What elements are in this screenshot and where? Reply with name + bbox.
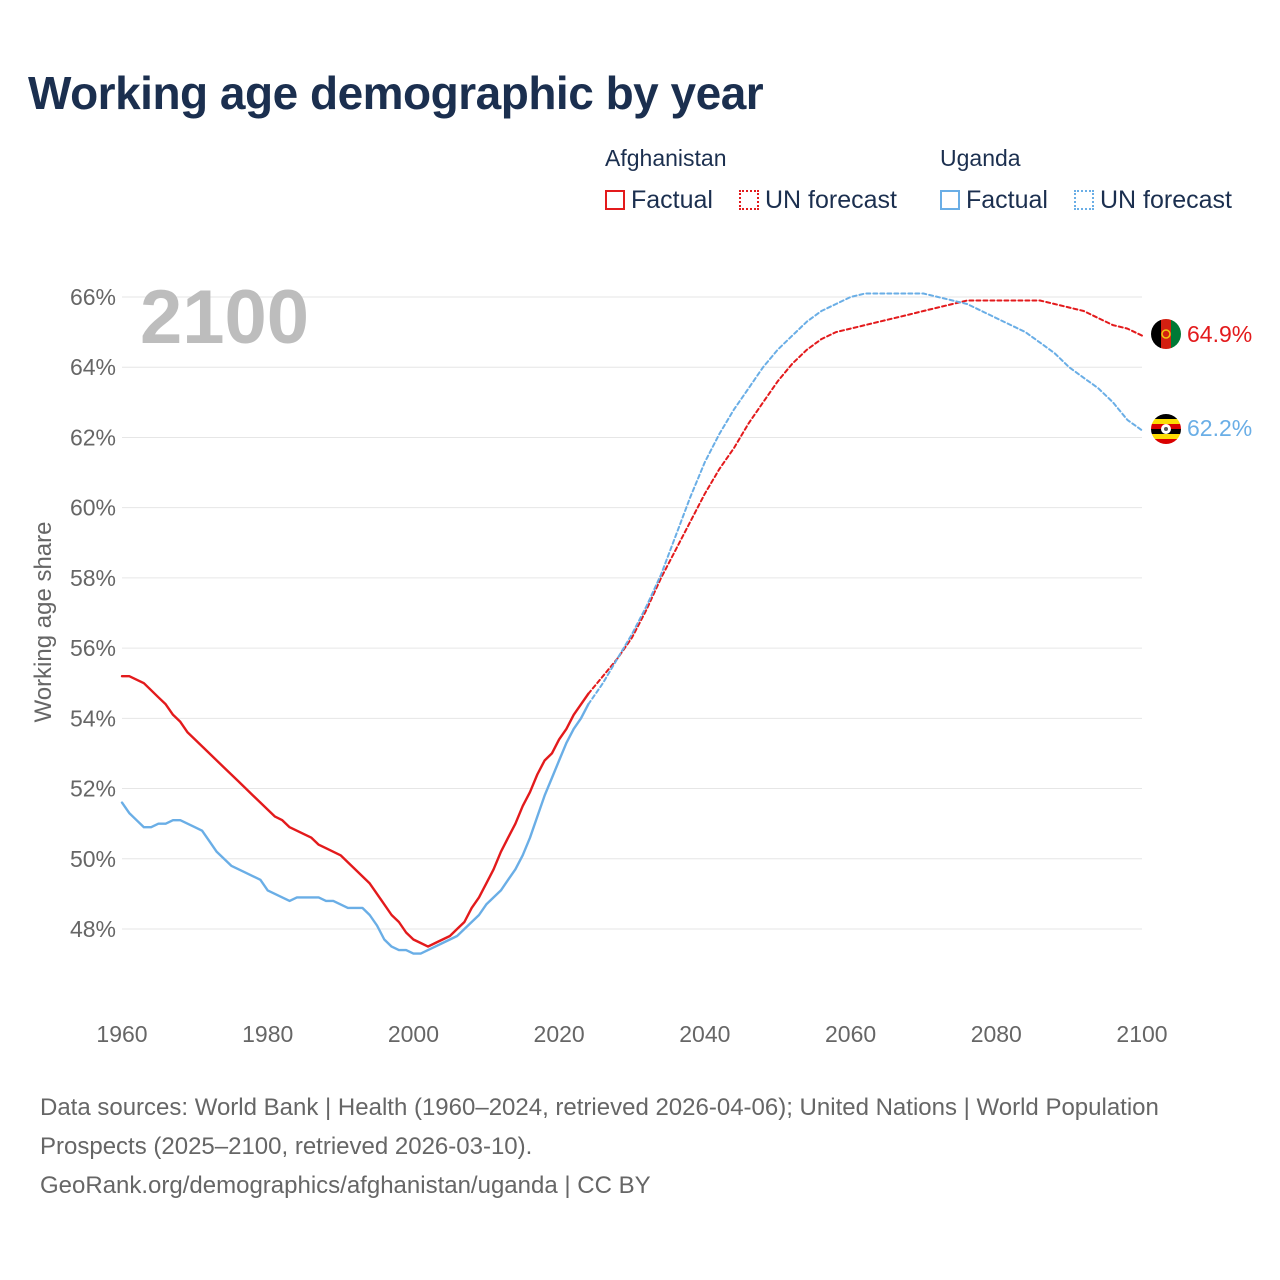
x-tick-label: 1960 (96, 1021, 147, 1047)
x-tick-label: 2100 (1116, 1021, 1167, 1047)
y-tick-label: 58% (70, 565, 116, 591)
x-tick-label: 2060 (825, 1021, 876, 1047)
legend-group-afghanistan: Afghanistan (605, 145, 727, 171)
legend-label: Factual (966, 185, 1048, 214)
afghanistan-factual-line[interactable] (120, 675, 590, 948)
uganda-forecast-line[interactable] (587, 292, 1143, 706)
y-tick-label: 56% (70, 635, 116, 661)
legend-swatch-dotted (1074, 190, 1094, 210)
x-tick-label: 2040 (679, 1021, 730, 1047)
year-watermark: 2100 (140, 275, 309, 360)
page-title: Working age demographic by year (28, 67, 764, 119)
legend-group-uganda: Uganda (940, 145, 1021, 171)
y-tick-label: 62% (70, 424, 116, 450)
y-tick-label: 50% (70, 846, 116, 872)
y-tick-label: 48% (70, 916, 116, 942)
legend-label: UN forecast (765, 185, 897, 214)
afghanistan-forecast-line[interactable] (587, 299, 1143, 695)
footer-sources: Data sources: World Bank | Health (1960–… (40, 1094, 1159, 1160)
y-tick-label: 66% (70, 284, 116, 310)
legend-item-uganda-factual[interactable]: Factual (940, 185, 1048, 215)
x-tick-label: 2000 (388, 1021, 439, 1047)
afghanistan-end-value-label: 64.9% (1187, 321, 1252, 347)
uganda-flag-icon (1151, 414, 1181, 444)
legend-item-uganda-forecast[interactable]: UN forecast (1074, 185, 1232, 215)
x-tick-label: 2080 (971, 1021, 1022, 1047)
y-axis-label: Working age share (30, 522, 57, 723)
x-tick-label: 1980 (242, 1021, 293, 1047)
y-tick-label: 52% (70, 776, 116, 802)
uganda-factual-line[interactable] (120, 703, 590, 955)
legend-swatch-solid (605, 190, 625, 210)
uganda-end-value-label: 62.2% (1187, 415, 1252, 441)
legend-item-afghanistan-forecast[interactable]: UN forecast (739, 185, 897, 215)
y-tick-label: 64% (70, 354, 116, 380)
footer-source-link[interactable]: GeoRank.org/demographics/afghanistan/uga… (40, 1172, 651, 1199)
legend-label: UN forecast (1100, 185, 1232, 214)
y-tick-label: 60% (70, 495, 116, 521)
footer: Data sources: World Bank | Health (1960–… (40, 1088, 1160, 1205)
legend-swatch-dotted (739, 190, 759, 210)
line-chart: 2100 Working age share 48% 50% 52% 54% 56% 58… (30, 275, 1252, 1047)
legend-item-afghanistan-factual[interactable]: Factual (605, 185, 713, 215)
afghanistan-flag-icon (1151, 319, 1181, 349)
y-tick-label: 54% (70, 705, 116, 731)
legend-label: Factual (631, 185, 713, 214)
x-tick-label: 2020 (534, 1021, 585, 1047)
legend-swatch-solid (940, 190, 960, 210)
